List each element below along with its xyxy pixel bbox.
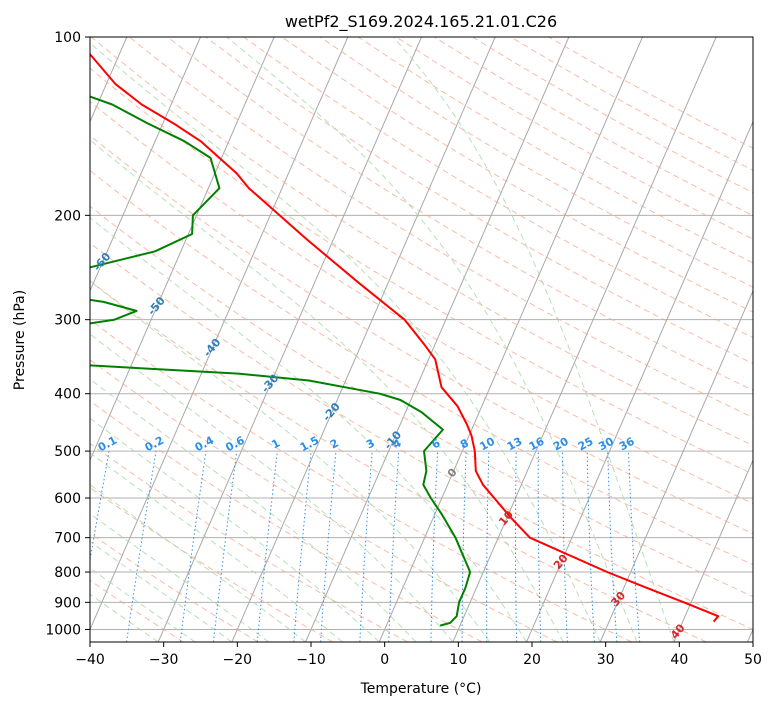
chart-title: wetPf2_S169.2024.165.21.01.C26 <box>285 12 557 32</box>
mixing-ratio-label: 30 <box>596 435 616 454</box>
x-tick-label: 20 <box>523 652 541 668</box>
y-tick-label: 600 <box>54 491 81 507</box>
isotherm-line <box>90 37 275 462</box>
moist-adiabat-line <box>90 540 233 642</box>
moist-adiabat-line <box>392 37 675 642</box>
mixing-ratio-line <box>179 451 207 642</box>
y-tick-label: 500 <box>54 444 81 460</box>
moist-adiabat-line <box>90 42 601 642</box>
isotherm-line <box>90 37 201 293</box>
mixing-ratio-line <box>293 451 312 642</box>
x-tick-label: 30 <box>597 652 615 668</box>
mixing-ratio-label: 20 <box>551 435 571 454</box>
isotherm-line <box>673 458 753 642</box>
isotherm-line <box>378 37 643 642</box>
moist-adiabat-line <box>90 483 306 642</box>
x-tick-label: −20 <box>223 652 253 668</box>
dry-adiabat-line <box>90 487 334 642</box>
isotherm-line <box>157 37 422 642</box>
x-axis-label: Temperature (°C) <box>360 681 482 697</box>
plot-frame <box>89 36 754 643</box>
dry-adiabat-line <box>90 205 753 598</box>
y-tick-label: 100 <box>54 30 81 46</box>
moist-adiabat-line <box>90 216 527 642</box>
data-series <box>90 52 720 627</box>
isotherm-labels: 0.10.20.40.611.52346810131620253036-100-… <box>91 250 688 642</box>
mixing-ratio-line <box>213 451 238 642</box>
dry-adiabat-line <box>90 134 753 535</box>
moist-adiabat-line <box>90 593 159 642</box>
dry-adiabat-line <box>90 100 753 505</box>
y-tick-label: 800 <box>54 565 81 581</box>
temperature-line <box>90 52 720 623</box>
dry-adiabat-line <box>90 319 632 642</box>
moist-adiabat-line <box>226 37 638 642</box>
x-tick-label: 0 <box>380 652 389 668</box>
mixing-ratio-label: 36 <box>617 435 637 454</box>
isotherm-line <box>452 37 717 642</box>
mixing-ratio-label: 25 <box>576 435 596 454</box>
mixing-ratio-line <box>126 451 157 642</box>
isotherm-line <box>526 120 753 642</box>
moist-adiabat-line <box>90 139 564 642</box>
moist-adiabat-line <box>90 513 269 642</box>
dry-adiabat-line <box>90 359 558 642</box>
mixing-ratio-line <box>320 451 337 642</box>
mixing-ratio-label: 13 <box>505 435 525 454</box>
dry-adiabat-line <box>319 37 753 288</box>
moist-adiabat-line <box>90 280 491 642</box>
dry-adiabat-line <box>281 37 753 313</box>
mixing-ratio-label: 16 <box>527 435 547 454</box>
mixing-ratio-line <box>256 451 278 642</box>
moist-adiabat-line <box>90 333 454 642</box>
moist-adiabat-line <box>90 567 196 642</box>
x-tick-label: −40 <box>75 652 105 668</box>
dry-adiabat-line <box>129 37 753 419</box>
dewpoint-line <box>90 95 472 627</box>
y-tick-label: 400 <box>54 387 81 403</box>
y-tick-label: 1000 <box>45 622 81 638</box>
isotherm-line <box>231 37 496 642</box>
isotherm-line <box>599 289 753 642</box>
dry-adiabat-line <box>167 37 753 391</box>
moist-adiabat-line <box>90 417 380 642</box>
y-axis-label: Pressure (hPa) <box>12 290 28 390</box>
x-tick-label: −30 <box>149 652 179 668</box>
y-tick-label: 200 <box>54 208 81 224</box>
x-axis-ticks: −40 −30 −20 −10 0 10 20 30 40 50 <box>75 642 762 668</box>
mixing-ratio-label: 10 <box>477 435 497 454</box>
x-tick-label: 50 <box>744 652 762 668</box>
x-tick-label: 10 <box>449 652 467 668</box>
y-tick-label: 700 <box>54 531 81 547</box>
y-axis-ticks: 100 200 300 400 500 600 700 800 900 1000 <box>45 30 90 638</box>
x-tick-label: 40 <box>670 652 688 668</box>
dry-adiabat-line <box>90 169 753 566</box>
y-tick-label: 300 <box>54 313 81 329</box>
dry-adiabat-line <box>90 242 753 630</box>
x-tick-label: −10 <box>296 652 326 668</box>
y-tick-label: 900 <box>54 595 81 611</box>
